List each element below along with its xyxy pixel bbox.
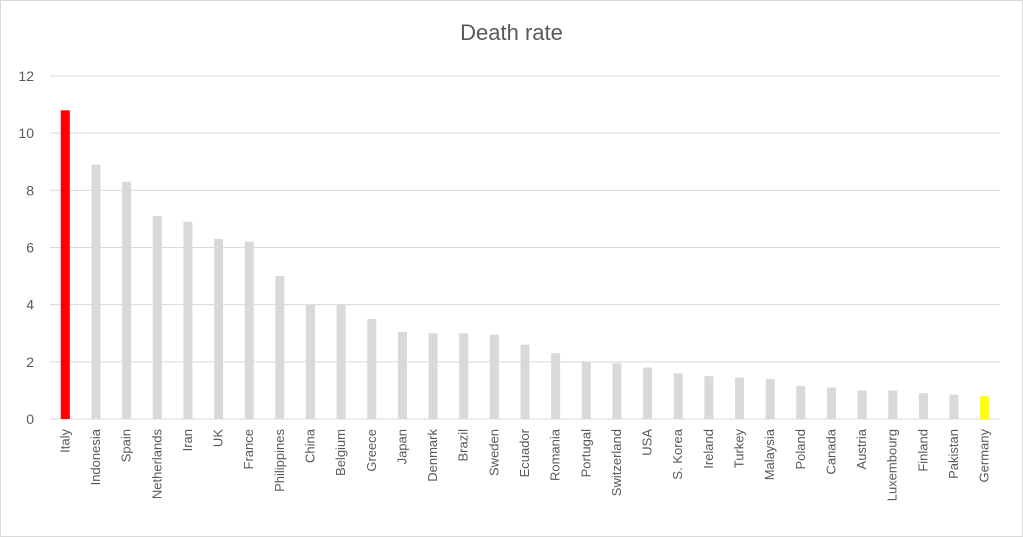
bar-turkey xyxy=(735,377,745,419)
x-tick-label: Brazil xyxy=(456,429,471,462)
y-tick-label: 0 xyxy=(26,411,34,427)
bar-italy xyxy=(60,110,70,420)
bar-s-korea xyxy=(673,373,683,419)
chart-title: Death rate xyxy=(460,20,563,45)
gridlines xyxy=(50,75,1000,420)
x-tick-label: Pakistan xyxy=(946,429,961,479)
x-tick-label: China xyxy=(302,428,317,463)
y-tick-label: 4 xyxy=(26,297,34,313)
bar-ireland xyxy=(704,376,714,419)
x-tick-label: Philippines xyxy=(272,429,287,492)
x-tick-label: Belgium xyxy=(333,429,348,476)
bar-germany xyxy=(980,396,990,419)
bar-uk xyxy=(214,238,224,419)
bar-denmark xyxy=(428,333,438,419)
y-tick-label: 6 xyxy=(26,240,34,256)
x-tick-label: Japan xyxy=(394,429,409,464)
x-tick-label: Italy xyxy=(57,429,72,453)
bar-belgium xyxy=(336,304,346,419)
x-tick-label: UK xyxy=(211,429,226,447)
x-tick-label: S. Korea xyxy=(670,428,685,479)
bar-poland xyxy=(796,386,806,419)
x-tick-label: Ireland xyxy=(701,429,716,469)
y-tick-label: 10 xyxy=(18,125,34,141)
x-tick-label: Romania xyxy=(548,428,563,481)
bar-ecuador xyxy=(520,344,530,419)
bar-china xyxy=(305,304,315,419)
x-tick-label: Ecuador xyxy=(517,428,532,477)
bar-sweden xyxy=(489,334,499,419)
x-tick-label: Portugal xyxy=(578,429,593,478)
bar-austria xyxy=(857,390,867,419)
x-tick-label: Turkey xyxy=(732,429,747,469)
y-tick-label: 2 xyxy=(26,354,34,370)
x-tick-label: Malaysia xyxy=(762,428,777,480)
x-tick-label: Luxembourg xyxy=(885,429,900,501)
bars xyxy=(60,110,990,420)
x-axis: Italy Indonesia Spain Netherlands Iran UK Fran… xyxy=(57,428,991,501)
x-tick-label: Greece xyxy=(364,429,379,472)
x-tick-label: Poland xyxy=(793,429,808,469)
bar-netherlands xyxy=(152,216,162,419)
bar-romania xyxy=(551,353,561,419)
x-tick-label: Finland xyxy=(915,429,930,472)
bar-japan xyxy=(397,331,407,419)
y-tick-label: 12 xyxy=(18,68,34,84)
x-tick-label: USA xyxy=(640,429,655,456)
x-tick-label: Canada xyxy=(823,428,838,474)
bar-iran xyxy=(183,221,193,419)
x-tick-label: Switzerland xyxy=(609,429,624,496)
x-tick-label: Indonesia xyxy=(88,428,103,485)
bar-canada xyxy=(826,387,836,419)
bar-switzerland xyxy=(612,363,622,419)
bar-finland xyxy=(918,393,928,419)
x-tick-label: Austria xyxy=(854,428,869,469)
y-tick-label: 8 xyxy=(26,182,34,198)
bar-portugal xyxy=(581,361,591,419)
x-tick-label: France xyxy=(241,429,256,469)
x-tick-label: Spain xyxy=(119,429,134,462)
bar-usa xyxy=(643,367,653,419)
x-tick-label: Denmark xyxy=(425,429,440,482)
x-tick-label: Netherlands xyxy=(149,429,164,500)
y-axis: 0 2 4 6 8 10 12 xyxy=(18,68,34,427)
x-tick-label: Germany xyxy=(977,429,992,483)
bar-france xyxy=(244,241,254,419)
x-tick-label: Iran xyxy=(180,429,195,451)
bar-luxembourg xyxy=(888,390,898,419)
bar-indonesia xyxy=(91,164,101,419)
bar-philippines xyxy=(275,276,285,419)
bar-spain xyxy=(122,181,132,419)
bar-malaysia xyxy=(765,378,775,419)
bar-pakistan xyxy=(949,394,959,419)
bar-brazil xyxy=(459,333,469,419)
x-tick-label: Sweden xyxy=(486,429,501,476)
bar-greece xyxy=(367,318,377,419)
